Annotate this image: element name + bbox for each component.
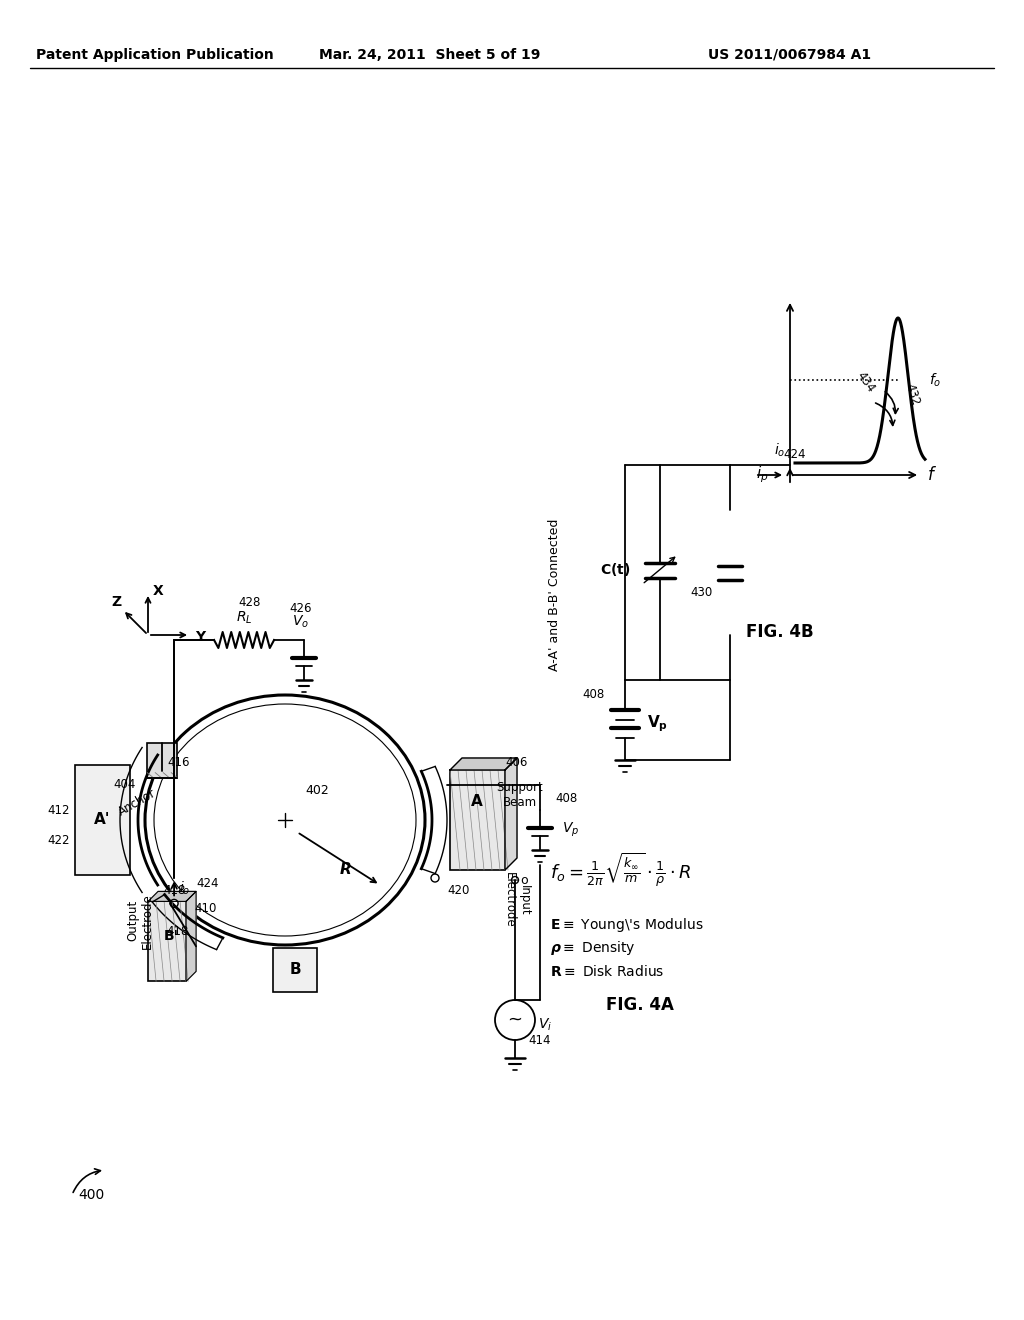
Text: Mar. 24, 2011  Sheet 5 of 19: Mar. 24, 2011 Sheet 5 of 19 [319, 48, 541, 62]
Text: FIG. 4B: FIG. 4B [746, 623, 814, 642]
Text: Y: Y [195, 630, 205, 644]
Text: 418: 418 [166, 924, 188, 937]
FancyBboxPatch shape [273, 948, 317, 993]
Text: 430: 430 [690, 586, 713, 599]
Text: 434: 434 [854, 370, 878, 395]
Text: $\boldsymbol{\rho} \equiv$ Density: $\boldsymbol{\rho} \equiv$ Density [550, 939, 636, 957]
Text: 408: 408 [583, 689, 605, 701]
Text: FIG. 4A: FIG. 4A [606, 997, 674, 1014]
Text: $V_p$: $V_p$ [562, 821, 580, 840]
Text: 408: 408 [555, 792, 578, 804]
Text: 424: 424 [196, 876, 218, 890]
Text: ~: ~ [508, 1011, 522, 1030]
Text: 420: 420 [447, 883, 469, 896]
Text: Input
Electrode: Input Electrode [503, 873, 531, 928]
Polygon shape [505, 758, 517, 870]
Text: 428: 428 [238, 597, 260, 610]
Text: $\mathbf{E} \equiv$ Young\'s Modulus: $\mathbf{E} \equiv$ Young\'s Modulus [550, 916, 703, 935]
Text: 418: 418 [164, 884, 186, 898]
Text: 414: 414 [528, 1034, 551, 1047]
Text: $f_o$: $f_o$ [929, 371, 941, 388]
Text: $f$: $f$ [927, 466, 937, 484]
Polygon shape [186, 891, 196, 981]
Text: $R_L$: $R_L$ [236, 610, 252, 626]
Text: $i_o$: $i_o$ [179, 879, 190, 898]
Text: $V_i$: $V_i$ [538, 1016, 552, 1034]
Text: 426: 426 [289, 602, 311, 615]
Text: $i_p$: $i_p$ [756, 465, 768, 486]
Text: 412: 412 [47, 804, 70, 817]
Polygon shape [450, 758, 517, 770]
Text: B: B [289, 962, 301, 978]
Text: $V_o$: $V_o$ [292, 614, 309, 630]
Polygon shape [148, 891, 196, 902]
Text: 400: 400 [78, 1188, 104, 1203]
Text: B': B' [164, 929, 178, 944]
Text: Support
Beam: Support Beam [497, 781, 544, 809]
Text: $\mathbf{V_p}$: $\mathbf{V_p}$ [647, 714, 668, 734]
Text: o: o [520, 874, 527, 887]
Text: Anchor: Anchor [116, 787, 159, 818]
Text: Z: Z [112, 594, 122, 609]
Text: $\mathbf{C(t)}$: $\mathbf{C(t)}$ [600, 561, 630, 578]
Bar [75, 766, 130, 875]
Text: 432: 432 [903, 383, 923, 408]
Text: 404: 404 [113, 777, 135, 791]
Text: $\mathbf{R} \equiv$ Disk Radius: $\mathbf{R} \equiv$ Disk Radius [550, 964, 665, 978]
Bar [147, 743, 177, 777]
Text: $i_o$: $i_o$ [774, 441, 785, 459]
Text: 406: 406 [505, 755, 527, 768]
Text: 402: 402 [305, 784, 329, 796]
Text: A-A' and B-B' Connected: A-A' and B-B' Connected [549, 519, 561, 671]
Text: R: R [340, 862, 352, 878]
Text: 416: 416 [167, 756, 189, 770]
Bar [148, 902, 186, 981]
Text: 410: 410 [195, 902, 216, 915]
Text: X: X [153, 583, 164, 598]
Bar [450, 770, 505, 870]
Text: 422: 422 [47, 833, 70, 846]
Text: $f_o = \frac{1}{2\pi}\sqrt{\frac{k_\infty}{m}} \cdot \frac{1}{\rho} \cdot R$: $f_o = \frac{1}{2\pi}\sqrt{\frac{k_\inft… [550, 851, 692, 890]
Circle shape [170, 899, 178, 907]
Text: 424: 424 [783, 449, 806, 462]
Text: A': A' [94, 813, 111, 828]
Text: A: A [471, 795, 483, 809]
Text: Output
Electrode: Output Electrode [126, 892, 154, 949]
Text: US 2011/0067984 A1: US 2011/0067984 A1 [709, 48, 871, 62]
Text: Patent Application Publication: Patent Application Publication [36, 48, 273, 62]
Circle shape [512, 876, 518, 883]
